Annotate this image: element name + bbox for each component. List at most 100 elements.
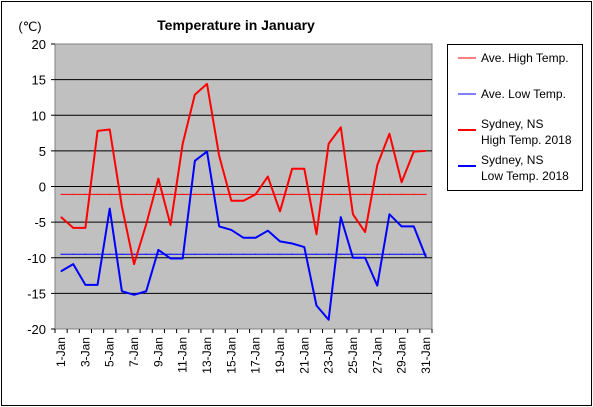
y-tick-label: 20 <box>32 37 46 52</box>
data-point <box>279 210 281 213</box>
data-point <box>401 225 403 227</box>
data-point <box>267 230 269 232</box>
data-point <box>72 253 74 255</box>
data-point <box>133 263 135 265</box>
data-point <box>169 253 172 255</box>
data-point <box>84 253 86 255</box>
data-point <box>133 294 135 296</box>
data-point <box>145 253 147 255</box>
data-point <box>303 246 305 248</box>
x-tick-label: 21-Jan <box>297 337 311 374</box>
data-point <box>96 130 99 132</box>
data-point <box>279 240 281 242</box>
y-tick-label: -10 <box>27 251 46 266</box>
data-point <box>169 257 172 260</box>
y-tick-label: -5 <box>34 215 46 230</box>
x-tick-label: 29-Jan <box>395 337 409 374</box>
data-point <box>303 253 305 255</box>
x-tick-label: 17-Jan <box>249 337 263 374</box>
data-point <box>121 193 123 195</box>
data-point <box>218 155 220 157</box>
data-point <box>340 216 342 218</box>
data-point <box>96 193 99 195</box>
data-point <box>388 253 391 255</box>
data-point <box>328 193 330 195</box>
x-tick-label: 23-Jan <box>322 337 336 374</box>
data-point <box>242 193 245 195</box>
data-point <box>291 242 293 245</box>
data-point <box>60 253 62 255</box>
data-point <box>291 193 293 195</box>
data-point <box>328 143 330 145</box>
data-point <box>376 253 378 255</box>
data-point <box>425 256 427 258</box>
x-tick-label: 7-Jan <box>127 337 141 367</box>
data-point <box>182 193 184 195</box>
data-point <box>340 193 342 195</box>
data-point <box>340 126 342 128</box>
data-point <box>121 205 123 208</box>
data-point <box>413 225 415 227</box>
x-axis-ticks: 1-Jan 3-Jan 5-Jan 7-Jan 9-Jan 11-Jan 13-Jan 15-… <box>54 329 433 374</box>
data-point <box>133 193 135 195</box>
data-point <box>267 253 269 255</box>
data-point <box>242 237 245 239</box>
data-point <box>230 229 232 231</box>
data-point <box>206 150 208 153</box>
data-point <box>230 200 232 202</box>
legend-label: Low Temp. 2018 <box>481 169 569 183</box>
legend: Ave. High Temp. Ave. Low Temp. Sydney, NS H… <box>458 51 572 183</box>
y-tick-label: -20 <box>27 322 46 337</box>
data-point <box>255 193 257 195</box>
data-point <box>169 224 172 226</box>
data-point <box>315 253 318 255</box>
data-point <box>96 253 99 255</box>
x-tick-label: 25-Jan <box>346 337 360 374</box>
data-point <box>60 216 62 218</box>
chart-title: Temperature in January <box>157 17 315 33</box>
data-point <box>340 253 342 255</box>
data-point <box>413 193 415 195</box>
data-point <box>72 227 74 229</box>
data-point <box>425 150 427 152</box>
data-point <box>206 83 208 85</box>
x-tick-label: 15-Jan <box>224 337 238 374</box>
data-point <box>279 253 281 255</box>
data-point <box>72 263 74 265</box>
data-point <box>364 253 366 255</box>
data-point <box>84 193 86 195</box>
data-point <box>84 284 86 286</box>
data-point <box>194 160 196 162</box>
data-point <box>109 207 111 210</box>
data-point <box>413 150 415 153</box>
data-point <box>230 253 232 255</box>
x-tick-label: 27-Jan <box>370 337 384 374</box>
data-point <box>364 193 366 195</box>
data-point <box>242 200 245 202</box>
x-tick-label: 9-Jan <box>151 337 165 367</box>
data-point <box>303 193 305 195</box>
y-tick-label: 0 <box>39 180 46 195</box>
data-point <box>315 193 318 195</box>
data-point <box>157 178 159 180</box>
data-point <box>194 93 196 96</box>
data-point <box>157 193 159 195</box>
data-point <box>328 319 330 321</box>
legend-label: Sydney, NS <box>481 117 543 131</box>
y-tick-label: -15 <box>27 286 46 301</box>
data-point <box>169 193 172 195</box>
data-point <box>376 193 378 195</box>
data-point <box>84 227 86 229</box>
data-point <box>109 128 111 131</box>
x-tick-label: 1-Jan <box>54 337 68 367</box>
data-point <box>267 175 269 178</box>
data-point <box>194 193 196 195</box>
data-point <box>328 253 330 255</box>
x-tick-label: 31-Jan <box>419 337 433 374</box>
series-lines <box>60 82 427 321</box>
data-point <box>230 193 232 195</box>
data-point <box>145 223 147 225</box>
data-point <box>352 213 354 215</box>
